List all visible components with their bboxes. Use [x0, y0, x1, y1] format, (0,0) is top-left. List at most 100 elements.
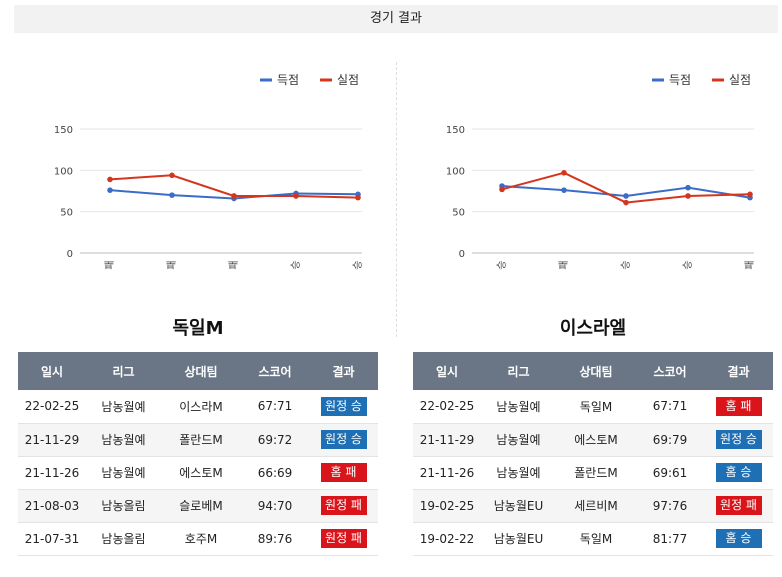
table-row: 19-02-25 남농월EU 세르비M 97:76 원정 패 — [413, 489, 773, 523]
x-tick-label: 패 — [104, 260, 116, 269]
cell-opponent: 슬로베M — [161, 489, 241, 523]
result-badge: 원정 승 — [320, 430, 367, 449]
cell-date: 22-02-25 — [413, 390, 481, 424]
cell-score: 67:71 — [241, 390, 309, 424]
y-tick-label: 0 — [67, 249, 73, 260]
result-badge: 홈 승 — [715, 463, 762, 482]
table-row: 21-11-26 남농월예 폴란드M 69:61 홈 승 — [413, 456, 773, 490]
cell-opponent: 에스토M — [161, 456, 241, 490]
data-point — [747, 191, 753, 198]
col-result: 결과 — [309, 352, 378, 390]
cell-league: 남농월EU — [481, 489, 556, 523]
result-badge: 원정 승 — [715, 430, 762, 449]
legend-label: 실점 — [337, 73, 359, 87]
data-point — [561, 187, 567, 193]
result-badge: 원정 패 — [320, 496, 367, 515]
divider — [396, 62, 397, 337]
result-badge: 원정 승 — [320, 396, 367, 416]
page-title: 경기 결과 — [14, 5, 778, 33]
cell-result: 원정 승 — [309, 423, 378, 457]
col-opponent: 상대팀 — [161, 352, 241, 390]
cell-result: 홈 승 — [704, 456, 773, 490]
chart-left: 득점 실점 0 50 100 150 패 패 패 승 승 — [54, 73, 364, 270]
data-point — [169, 192, 175, 198]
cell-league: 남농월예 — [86, 390, 161, 424]
data-point — [499, 186, 505, 193]
cell-score: 89:76 — [241, 522, 309, 556]
table-row: 21-11-26 남농월예 에스토M 66:69 홈 패 — [18, 456, 378, 490]
data-point — [561, 170, 567, 176]
col-score: 스코어 — [241, 352, 309, 390]
cell-date: 21-11-26 — [413, 456, 481, 490]
col-score: 스코어 — [636, 352, 704, 390]
cell-result: 원정 패 — [704, 489, 773, 523]
cell-result: 원정 승 — [704, 423, 773, 457]
result-badge: 원정 패 — [320, 529, 367, 548]
table-row: 21-11-29 남농월예 에스토M 69:79 원정 승 — [413, 423, 773, 457]
y-tick-label: 0 — [459, 249, 465, 260]
cell-opponent: 이스라M — [161, 390, 241, 424]
cell-league: 남농월EU — [481, 522, 556, 556]
x-tick-label: 승 — [496, 260, 508, 269]
cell-score: 67:71 — [636, 390, 704, 424]
data-point — [231, 193, 237, 199]
y-tick-label: 100 — [54, 166, 73, 177]
cell-league: 남농월예 — [86, 423, 161, 457]
data-point — [355, 194, 361, 201]
table-row: 19-02-22 남농월EU 독일M 81:77 홈 승 — [413, 522, 773, 556]
cell-opponent: 호주M — [161, 522, 241, 556]
y-tick-label: 100 — [446, 166, 465, 177]
y-tick-label: 150 — [54, 125, 73, 136]
x-tick-label: 승 — [620, 260, 632, 269]
y-tick-label: 150 — [446, 125, 465, 136]
data-point — [623, 193, 629, 199]
cell-opponent: 폴란드M — [556, 456, 636, 490]
cell-result: 홈 패 — [704, 390, 773, 424]
results-table-right: 일시 리그 상대팀 스코어 결과 22-02-25 남농월예 독일M 67:71 홈 패… — [413, 352, 773, 556]
table-row: 22-02-25 남농월예 이스라M 67:71 원정 승 — [18, 390, 378, 424]
table-row: 22-02-25 남농월예 독일M 67:71 홈 패 — [413, 390, 773, 424]
cell-result: 원정 패 — [309, 489, 378, 523]
col-result: 결과 — [704, 352, 773, 390]
cell-league: 남농월예 — [481, 423, 556, 457]
data-point — [107, 176, 113, 183]
table-row: 21-11-29 남농월예 폴란드M 69:72 원정 승 — [18, 423, 378, 457]
team-name-left: 독일M — [172, 318, 224, 339]
data-point — [623, 199, 629, 206]
team-name-right: 이스라엘 — [559, 318, 627, 339]
cell-league: 남농월예 — [481, 390, 556, 424]
x-tick-label: 승 — [352, 260, 364, 269]
cell-league: 남농올림 — [86, 489, 161, 523]
cell-result: 홈 패 — [309, 456, 378, 490]
cell-date: 19-02-25 — [413, 489, 481, 523]
y-tick-label: 50 — [60, 208, 73, 219]
results-table-left: 일시 리그 상대팀 스코어 결과 22-02-25 남농월예 이스라M 67:71 원정… — [18, 352, 378, 556]
cell-result: 홈 승 — [704, 522, 773, 556]
x-tick-label: 패 — [228, 260, 240, 269]
col-date: 일시 — [18, 352, 86, 390]
result-badge: 홈 승 — [715, 529, 762, 548]
col-date: 일시 — [413, 352, 481, 390]
col-league: 리그 — [481, 352, 556, 390]
cell-date: 21-11-29 — [413, 423, 481, 457]
result-badge: 원정 패 — [715, 496, 762, 515]
table-header-row: 일시 리그 상대팀 스코어 결과 — [18, 352, 378, 390]
col-opponent: 상대팀 — [556, 352, 636, 390]
cell-date: 21-08-03 — [18, 489, 86, 523]
result-badge: 홈 패 — [715, 396, 762, 416]
cell-date: 21-11-29 — [18, 423, 86, 457]
data-point — [685, 193, 691, 199]
cell-score: 69:72 — [241, 423, 309, 457]
cell-opponent: 폴란드M — [161, 423, 241, 457]
x-tick-label: 패 — [744, 260, 756, 269]
x-tick-label: 패 — [558, 260, 570, 269]
chart-right: 득점 실점 0 50 100 150 승 패 승 승 패 — [446, 73, 756, 270]
cell-score: 66:69 — [241, 456, 309, 490]
cell-date: 22-02-25 — [18, 390, 86, 424]
cell-date: 21-11-26 — [18, 456, 86, 490]
cell-date: 21-07-31 — [18, 522, 86, 556]
x-tick-label: 승 — [682, 260, 694, 269]
cell-score: 97:76 — [636, 489, 704, 523]
cell-score: 69:79 — [636, 423, 704, 457]
cell-opponent: 세르비M — [556, 489, 636, 523]
